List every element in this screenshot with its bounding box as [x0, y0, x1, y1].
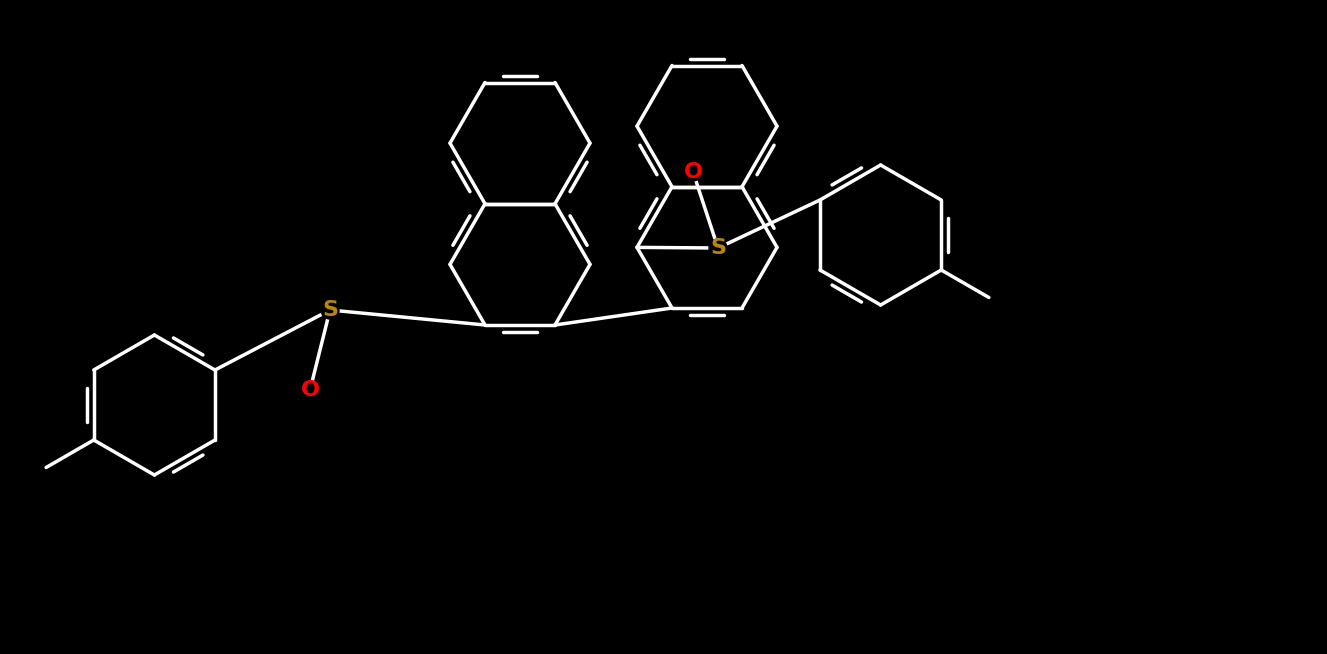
Text: O: O — [683, 162, 702, 182]
Text: O: O — [300, 380, 320, 400]
Circle shape — [683, 163, 702, 181]
Circle shape — [321, 301, 338, 319]
Circle shape — [709, 239, 727, 257]
Text: S: S — [710, 238, 726, 258]
Text: S: S — [322, 300, 338, 320]
Circle shape — [301, 381, 318, 399]
